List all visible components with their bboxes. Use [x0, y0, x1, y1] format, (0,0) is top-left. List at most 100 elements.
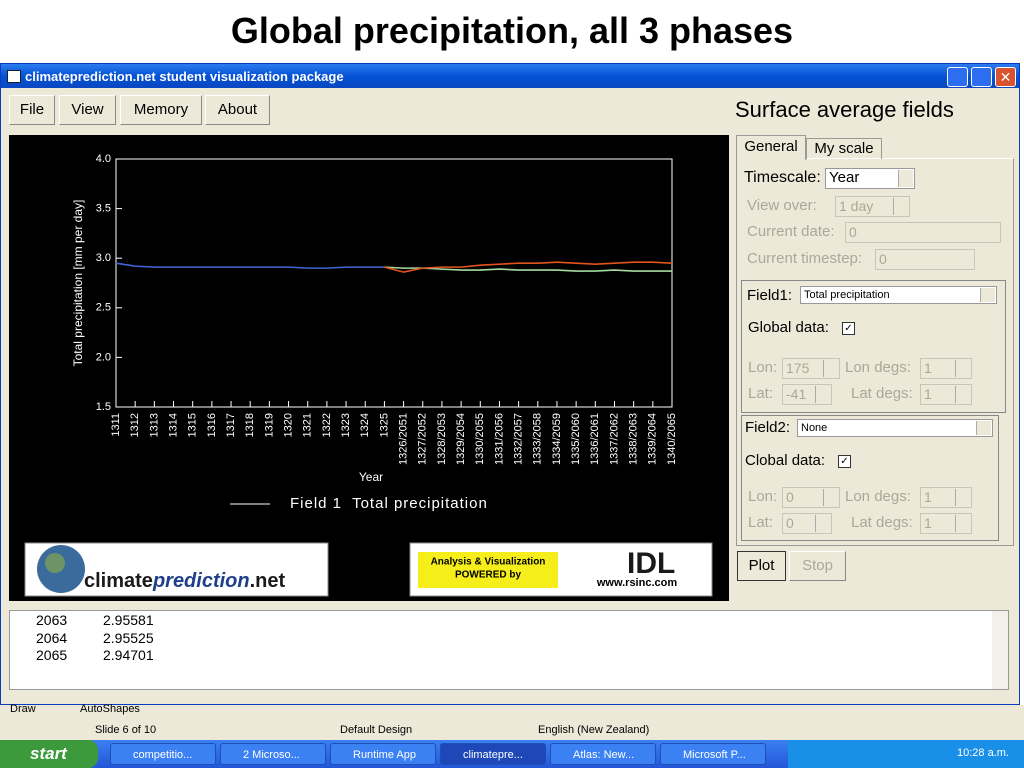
status-item: Slide 6 of 10 [95, 724, 157, 736]
x-tick-label: 1329/2054 [455, 413, 467, 465]
maximize-button[interactable] [971, 67, 992, 87]
lat-degs-select: 1 [920, 384, 972, 405]
output-text [9, 610, 1009, 690]
y-axis-label: Total precipitation [mm per day] [71, 200, 85, 367]
lon-select: 0 [782, 487, 840, 508]
system-tray [788, 740, 1024, 768]
lat-degs-label: Lat degs: [851, 514, 913, 531]
x-tick-label: 1322 [321, 413, 333, 437]
data-line [384, 266, 672, 272]
y-tick-label: 4.0 [96, 153, 111, 165]
lon-label: Lon: [748, 488, 778, 505]
global-data-checkbox[interactable]: ✓ [838, 455, 851, 468]
panel-title: Surface average fields [735, 97, 954, 122]
x-tick-label: 1315 [187, 413, 199, 437]
y-tick-label: 2.0 [96, 351, 111, 363]
status-item: English (New Zealand) [538, 724, 650, 736]
select-value: 1 [924, 360, 932, 376]
logo-part: climate [84, 570, 153, 592]
tab-page [736, 158, 1014, 546]
slide-title: Global precipitation, all 3 phases [230, 10, 794, 51]
select-value: Total precipitation [804, 289, 890, 301]
menu-button[interactable]: About [205, 95, 270, 125]
menu-button[interactable]: Memory [120, 95, 202, 125]
view-over-select: 1 day [835, 196, 910, 217]
taskbar-item[interactable]: 2 Microso... [220, 743, 326, 765]
select-value: 175 [786, 360, 810, 376]
plot-button[interactable]: Plot [737, 551, 786, 581]
tab[interactable]: General [736, 135, 806, 160]
taskbar-item[interactable]: Runtime App [330, 743, 436, 765]
taskbar-item[interactable]: competitio... [110, 743, 216, 765]
office-bars [0, 705, 1024, 740]
lat-label: Lat: [748, 385, 774, 402]
data-line [384, 261, 673, 273]
x-tick-label: 1314 [167, 413, 179, 437]
idl-tagline: Analysis & Visualization [431, 557, 546, 568]
lat-label: Lat: [748, 514, 774, 531]
lon-degs-select: 1 [920, 358, 972, 379]
close-button[interactable]: ✕ [995, 67, 1016, 87]
x-tick-label: 1326/2051 [397, 413, 409, 465]
x-tick-label: 1334/2059 [551, 413, 563, 465]
start-button[interactable]: start [0, 740, 98, 768]
field1-label: Field1: [747, 287, 793, 304]
dropdown-arrow [955, 386, 970, 403]
x-tick-label: 1323 [340, 413, 352, 437]
current-timestep-label: Current timestep: [747, 250, 863, 267]
logo-part: prediction [152, 570, 250, 592]
scrollbar[interactable] [992, 611, 1008, 689]
x-tick-label: 1313 [148, 413, 160, 437]
x-tick-label: 1321 [302, 413, 314, 437]
y-tick-label: 2.5 [96, 302, 111, 314]
x-tick-label: 1331/2056 [493, 413, 505, 465]
tab[interactable]: My scale [806, 138, 882, 159]
current-date-field: 0 [845, 222, 1001, 243]
globe-land [45, 553, 65, 573]
lat-select: -41 [782, 384, 832, 405]
global-data-checkbox[interactable]: ✓ [842, 322, 855, 335]
taskbar-item[interactable]: climatepre... [440, 743, 546, 765]
x-tick-label: 1337/2062 [608, 413, 620, 465]
lat-degs-select: 1 [920, 513, 972, 534]
plot-frame [115, 158, 673, 408]
data-line [115, 262, 385, 269]
x-tick-label: 1330/2055 [474, 413, 486, 465]
timescale-select[interactable]: Year [825, 168, 915, 189]
minimize-button[interactable] [947, 67, 968, 87]
output-year: 2064 [36, 630, 68, 646]
field1-group [741, 280, 1006, 413]
idl-url: www.rsinc.com [596, 577, 678, 589]
dropdown-arrow [823, 489, 838, 506]
menu-button[interactable]: File [9, 95, 55, 125]
lon-select: 175 [782, 358, 840, 379]
app-icon [7, 70, 21, 83]
draw-menu[interactable]: Draw [10, 703, 36, 715]
field2-select[interactable]: None [797, 419, 993, 437]
lon-label: Lon: [748, 359, 778, 376]
select-value: 1 [924, 386, 932, 402]
x-tick-label: 1316 [206, 413, 218, 437]
x-tick-label: 1320 [282, 413, 294, 437]
menu-button[interactable]: View [59, 95, 116, 125]
lat-degs-label: Lat degs: [851, 385, 913, 402]
dropdown-arrow [980, 288, 995, 302]
field1-select[interactable]: Total precipitation [800, 286, 997, 304]
autoshapes-menu[interactable]: AutoShapes [80, 703, 140, 715]
x-tick-label: 1333/2058 [532, 413, 544, 465]
dropdown-arrow [955, 360, 970, 377]
taskbar-item[interactable]: Atlas: New... [550, 743, 656, 765]
taskbar-item[interactable]: Microsoft P... [660, 743, 766, 765]
dropdown-arrow [815, 386, 830, 403]
lon-degs-label: Lon degs: [845, 359, 911, 376]
select-value: 1 [924, 515, 932, 531]
view-over-label: View over: [747, 197, 817, 214]
select-value: 1 [924, 489, 932, 505]
select-value: 0 [786, 489, 794, 505]
dropdown-arrow [898, 170, 913, 187]
output-value: 2.95525 [103, 630, 154, 646]
idl-tagline: POWERED by [455, 570, 522, 581]
select-value: Year [829, 169, 860, 186]
x-tick-label: 1317 [225, 413, 237, 437]
dropdown-arrow [815, 515, 830, 532]
